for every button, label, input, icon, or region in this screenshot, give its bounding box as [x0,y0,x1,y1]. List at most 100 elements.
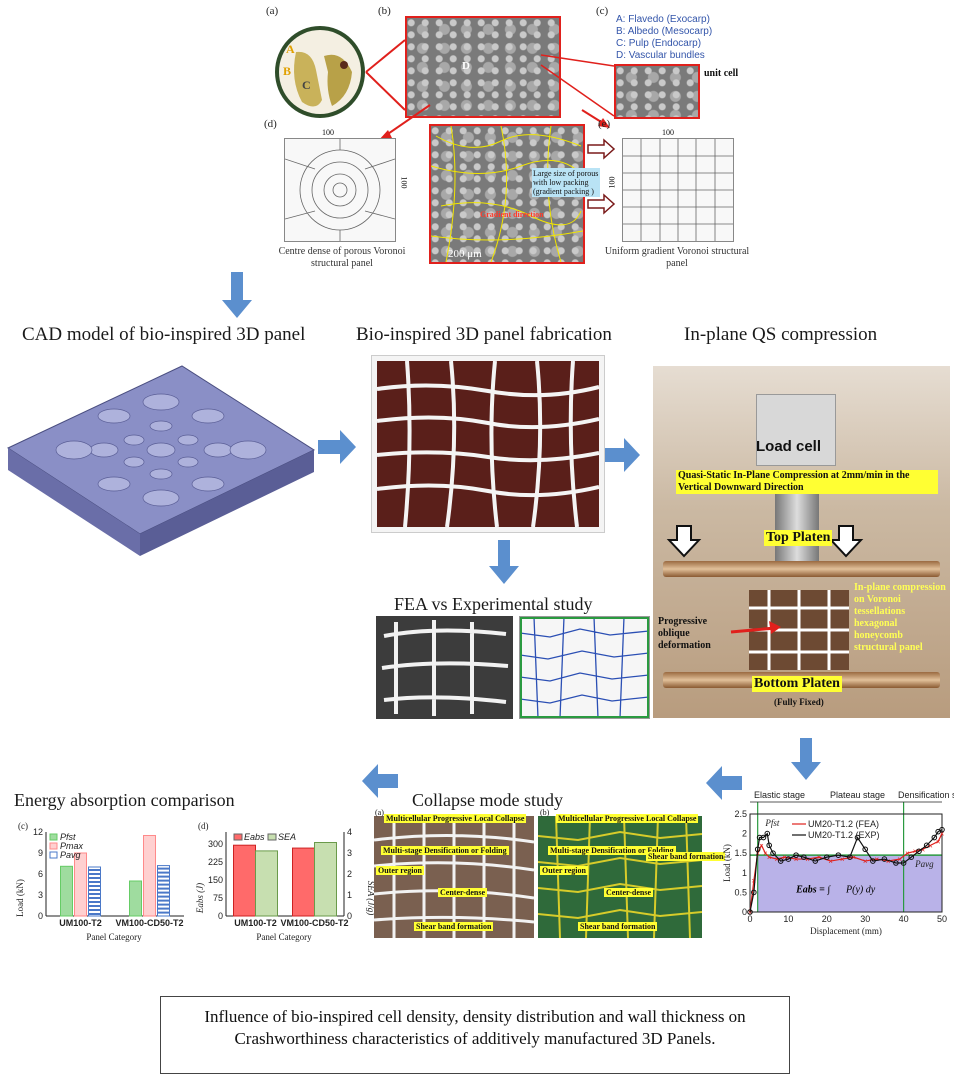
series-exp-point [800,854,807,860]
fabricated-panel [372,356,604,532]
pfst-label: Pfst [764,818,780,828]
series-exp-point [760,834,767,841]
line-xtick: 40 [899,914,909,924]
series-exp-point [766,842,773,849]
line-chart-load-displacement: Elastic stage Plateau stage Densification … [722,790,954,936]
bar-c-pfst-bar [129,880,142,917]
series-exp-point [893,860,899,866]
series-exp-point [812,858,819,864]
legend-item-c: C: Pulp (Endocarp) [616,38,702,49]
series-exp-point [785,856,792,862]
bar-d-sea-bar [255,850,278,917]
bar-d-y2tick: 4 [347,827,352,837]
series-exp-point [862,846,868,853]
bar-d-sea-bar [314,842,337,917]
bar-c-xlabel: Panel Category [86,932,142,942]
series-exp-point [923,842,930,849]
line-xlabel: Displacement (mm) [810,926,882,936]
series-fea-point: × [936,837,941,846]
sem-image-b [405,16,561,118]
load-cell-label: Load cell [756,438,822,455]
line-legend-item: UM20-T1.2 (EXP) [808,830,880,840]
series-fea-point: × [874,855,879,864]
line-xtick: 0 [747,914,752,924]
heading-energy: Energy absorption comparison [14,790,235,810]
bar-c-pmax-bar [74,852,87,917]
bar-c-legend-item: Pavg [60,850,81,860]
collapse-b-shear: Shear band formation [578,922,658,931]
series-fea-point: × [940,830,945,839]
dim-d-top: 100 [322,128,334,137]
collapse-a-multicell: Multicellular Progressive Local Collapse [384,814,527,823]
series-exp-point [764,830,771,837]
series-exp-point [754,846,761,853]
series-fea-point: × [863,857,868,866]
collapse-label-a: (a) [375,808,384,817]
series-exp-point [756,834,763,841]
series-fea-point: × [763,849,768,858]
bar-c-legend-swatch [49,833,58,841]
top-platen-label: Top Platen [764,530,833,546]
bar-c-pfst-bar [60,865,73,917]
heading-fea: FEA vs Experimental study [394,594,593,614]
collapse-b-multicell: Multicellular Progressive Local Collapse [556,814,699,823]
series-exp-point [751,889,757,896]
bar-d-xlabel: Panel Category [256,932,312,942]
fruit-letter-c: C [302,78,311,92]
caption-d: Centre dense of porous Voronoi structura… [278,246,406,269]
unit-cell-image [614,64,700,119]
bar-d-y2tick: 0 [347,911,352,921]
collapse-a-multistage: Multi-stage Densification or Folding [381,846,509,855]
bar-c-ytick: 6 [38,869,43,879]
bar-c-xtick: UM100-T2 [59,918,102,928]
series-exp-point [847,854,853,860]
series-fea-point: × [886,857,891,866]
bar-d-xtick: VM100-CD50-T2 [280,918,348,928]
line-ytick: 0.5 [734,887,747,897]
bar-c-legend-swatch [49,851,58,859]
collapse-photo-a [373,816,535,938]
line-xtick: 20 [822,914,832,924]
bar-c-ylabel: Load (kN) [15,879,25,917]
top-platen-plate [663,561,940,577]
fruit-legend: A: Flavedo (Exocarp) B: Albedo (Mesocarp… [616,14,712,62]
legend-item-a: A: Flavedo (Exocarp) [616,14,710,25]
eabs-area [757,855,942,912]
series-fea-point: × [805,855,810,864]
fruit-letter-b: B [283,64,292,78]
fruit-cross-section [272,20,368,120]
line-ytick: 1 [742,868,747,878]
line-xtick: 10 [783,914,793,924]
series-fea-point: × [759,841,764,850]
bar-d-label: (d) [198,821,209,831]
bar-d-legend-swatch [233,833,243,841]
fea-simulation-mesh [519,616,650,719]
bar-d-y2label: SEA (J/g) [366,881,374,916]
line-legend-item: UM20-T1.2 (FEA) [808,819,879,829]
bar-c-pavg-bar [88,866,101,917]
collapse-b-outer: Outer region [540,866,588,875]
line-xtick: 50 [937,914,947,924]
bar-c-ytick: 3 [38,890,43,900]
series-exp-point [824,854,830,860]
series-exp-point [939,826,945,833]
voronoi-center-dense-panel [284,138,396,242]
legend-item-d: D: Vascular bundles [616,50,705,61]
series-exp-point [777,858,784,864]
bar-chart-load: (c) Load (kN) 0 3 6 9 12 UM100-T2 VM100-CD50-T… [15,821,184,942]
series-exp-point [870,858,876,864]
collapse-a-outer: Outer region [376,866,424,875]
series-exp-point [931,834,938,841]
bar-d-y2tick: 1 [347,890,352,900]
bar-d-eabs-bar [233,844,256,917]
series-fea-point: × [897,855,902,864]
compression-arrows [666,525,864,634]
line-ylabel: Load (kN) [722,844,732,882]
legend-item-b: B: Albedo (Mesocarp) [616,26,713,37]
cad-model [4,356,318,556]
series-exp-point [793,852,799,858]
load-cell-block [756,394,836,466]
unit-cell-label: unit cell [704,68,739,79]
bar-c-label: (c) [18,821,28,831]
series-exp-point [908,854,915,860]
